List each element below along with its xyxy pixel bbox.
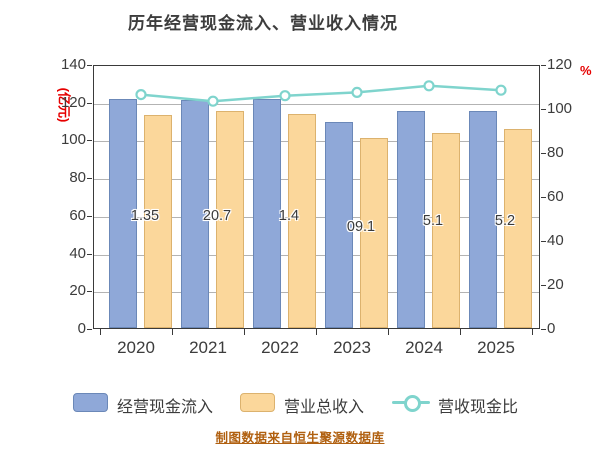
ratio-line-series	[135, 80, 507, 107]
left-axis-tick	[87, 215, 92, 217]
bar-cash-inflow-2022	[253, 99, 281, 328]
bar-value-label: 1.35	[130, 207, 160, 224]
right-axis-tick-label: 60	[547, 188, 564, 205]
bar-value-label: 5.1	[422, 213, 444, 230]
right-axis-tick-label: 20	[547, 276, 564, 293]
left-axis-tick-label: 20	[69, 282, 86, 300]
data-source-caption: 制图数据来自恒生聚源数据库	[215, 431, 385, 445]
bar-revenue-2024	[432, 132, 460, 328]
x-axis-category-label: 2022	[261, 338, 299, 357]
left-axis-tick-label: 120	[60, 93, 86, 111]
bar-cash-inflow-2024	[397, 110, 425, 328]
legend-swatch-revenue	[240, 393, 275, 412]
ratio-point-marker	[423, 80, 435, 92]
right-axis-tick-label: 120	[547, 56, 573, 73]
gridline	[94, 254, 539, 256]
right-axis-tick	[541, 285, 546, 286]
right-axis-tick-label: 100	[547, 100, 573, 117]
plot-area: 1.35 20.7 1.4 09.1 5.1 5.2	[93, 65, 540, 329]
chart-title: 历年经营现金流入、营业收入情况	[128, 14, 398, 33]
legend-label-cash-inflow: 经营现金流入	[117, 399, 214, 416]
x-axis-category-label: 2021	[189, 338, 227, 357]
right-axis-tick-label: 0	[547, 320, 556, 337]
left-axis-tick	[87, 253, 92, 255]
bar-revenue-2025	[504, 129, 532, 328]
left-axis-tick	[87, 102, 92, 104]
legend: 经营现金流入 营业总收入 营收现金比	[0, 391, 600, 416]
bar-revenue-2023	[360, 137, 388, 328]
right-axis-tick	[541, 329, 546, 330]
x-axis-category-label: 2023	[333, 338, 371, 357]
left-axis-tick-label: 140	[60, 56, 86, 73]
gridline	[94, 179, 539, 181]
right-axis-unit-label: %	[580, 63, 592, 78]
right-axis-tick	[541, 241, 546, 242]
x-axis-category-label: 2024	[405, 338, 443, 357]
x-axis-tick	[172, 329, 173, 335]
bar-revenue-2020	[144, 114, 172, 328]
bar-cash-inflow-2025	[469, 110, 497, 328]
bar-cash-inflow-2020	[109, 99, 137, 328]
ratio-point-marker	[495, 84, 507, 96]
left-axis-tick	[87, 140, 92, 142]
bar-value-label: 1.4	[278, 207, 300, 224]
gridline	[94, 141, 539, 143]
left-axis-tick-label: 80	[69, 169, 86, 187]
left-axis-tick	[87, 65, 92, 66]
right-axis-tick-label: 40	[547, 232, 564, 249]
legend-label-revenue: 营业总收入	[284, 399, 365, 416]
x-axis-tick	[100, 329, 101, 335]
ratio-point-marker	[279, 90, 291, 102]
gridline	[94, 216, 539, 218]
x-axis-tick	[316, 329, 317, 335]
left-axis-tick-label: 100	[60, 131, 86, 149]
right-axis-tick-label: 80	[547, 144, 564, 161]
x-axis-tick	[460, 329, 461, 335]
ratio-point-marker	[135, 89, 147, 101]
x-axis-tick	[532, 329, 533, 335]
left-axis-tick-label: 0	[77, 320, 86, 337]
x-axis-category-label: 2025	[477, 338, 515, 357]
left-axis-tick	[87, 178, 92, 180]
right-axis-tick	[541, 197, 546, 198]
bar-value-label: 09.1	[346, 219, 376, 236]
left-axis-tick	[87, 291, 92, 293]
bar-revenue-2021	[216, 111, 244, 328]
x-axis-tick	[244, 329, 245, 335]
left-axis-tick-label: 60	[69, 206, 86, 224]
legend-line-marker-icon	[404, 395, 421, 412]
left-axis-tick	[87, 329, 92, 330]
right-axis-tick	[541, 65, 546, 66]
ratio-point-marker	[207, 95, 219, 107]
x-axis-category-label: 2020	[117, 338, 155, 357]
gridline	[94, 103, 539, 105]
right-axis-tick	[541, 109, 546, 110]
legend-label-ratio: 营收现金比	[438, 399, 519, 416]
right-axis-tick	[541, 153, 546, 154]
bar-revenue-2022	[288, 113, 316, 328]
bar-value-label: 5.2	[494, 213, 516, 230]
left-axis-tick-label: 40	[69, 244, 86, 262]
bar-cash-inflow-2023	[325, 122, 353, 328]
gridline	[94, 292, 539, 294]
bar-value-label: 20.7	[202, 208, 232, 225]
ratio-point-marker	[351, 86, 363, 98]
x-axis-tick	[388, 329, 389, 335]
legend-swatch-cash-inflow	[73, 393, 108, 412]
bar-cash-inflow-2021	[181, 100, 209, 328]
